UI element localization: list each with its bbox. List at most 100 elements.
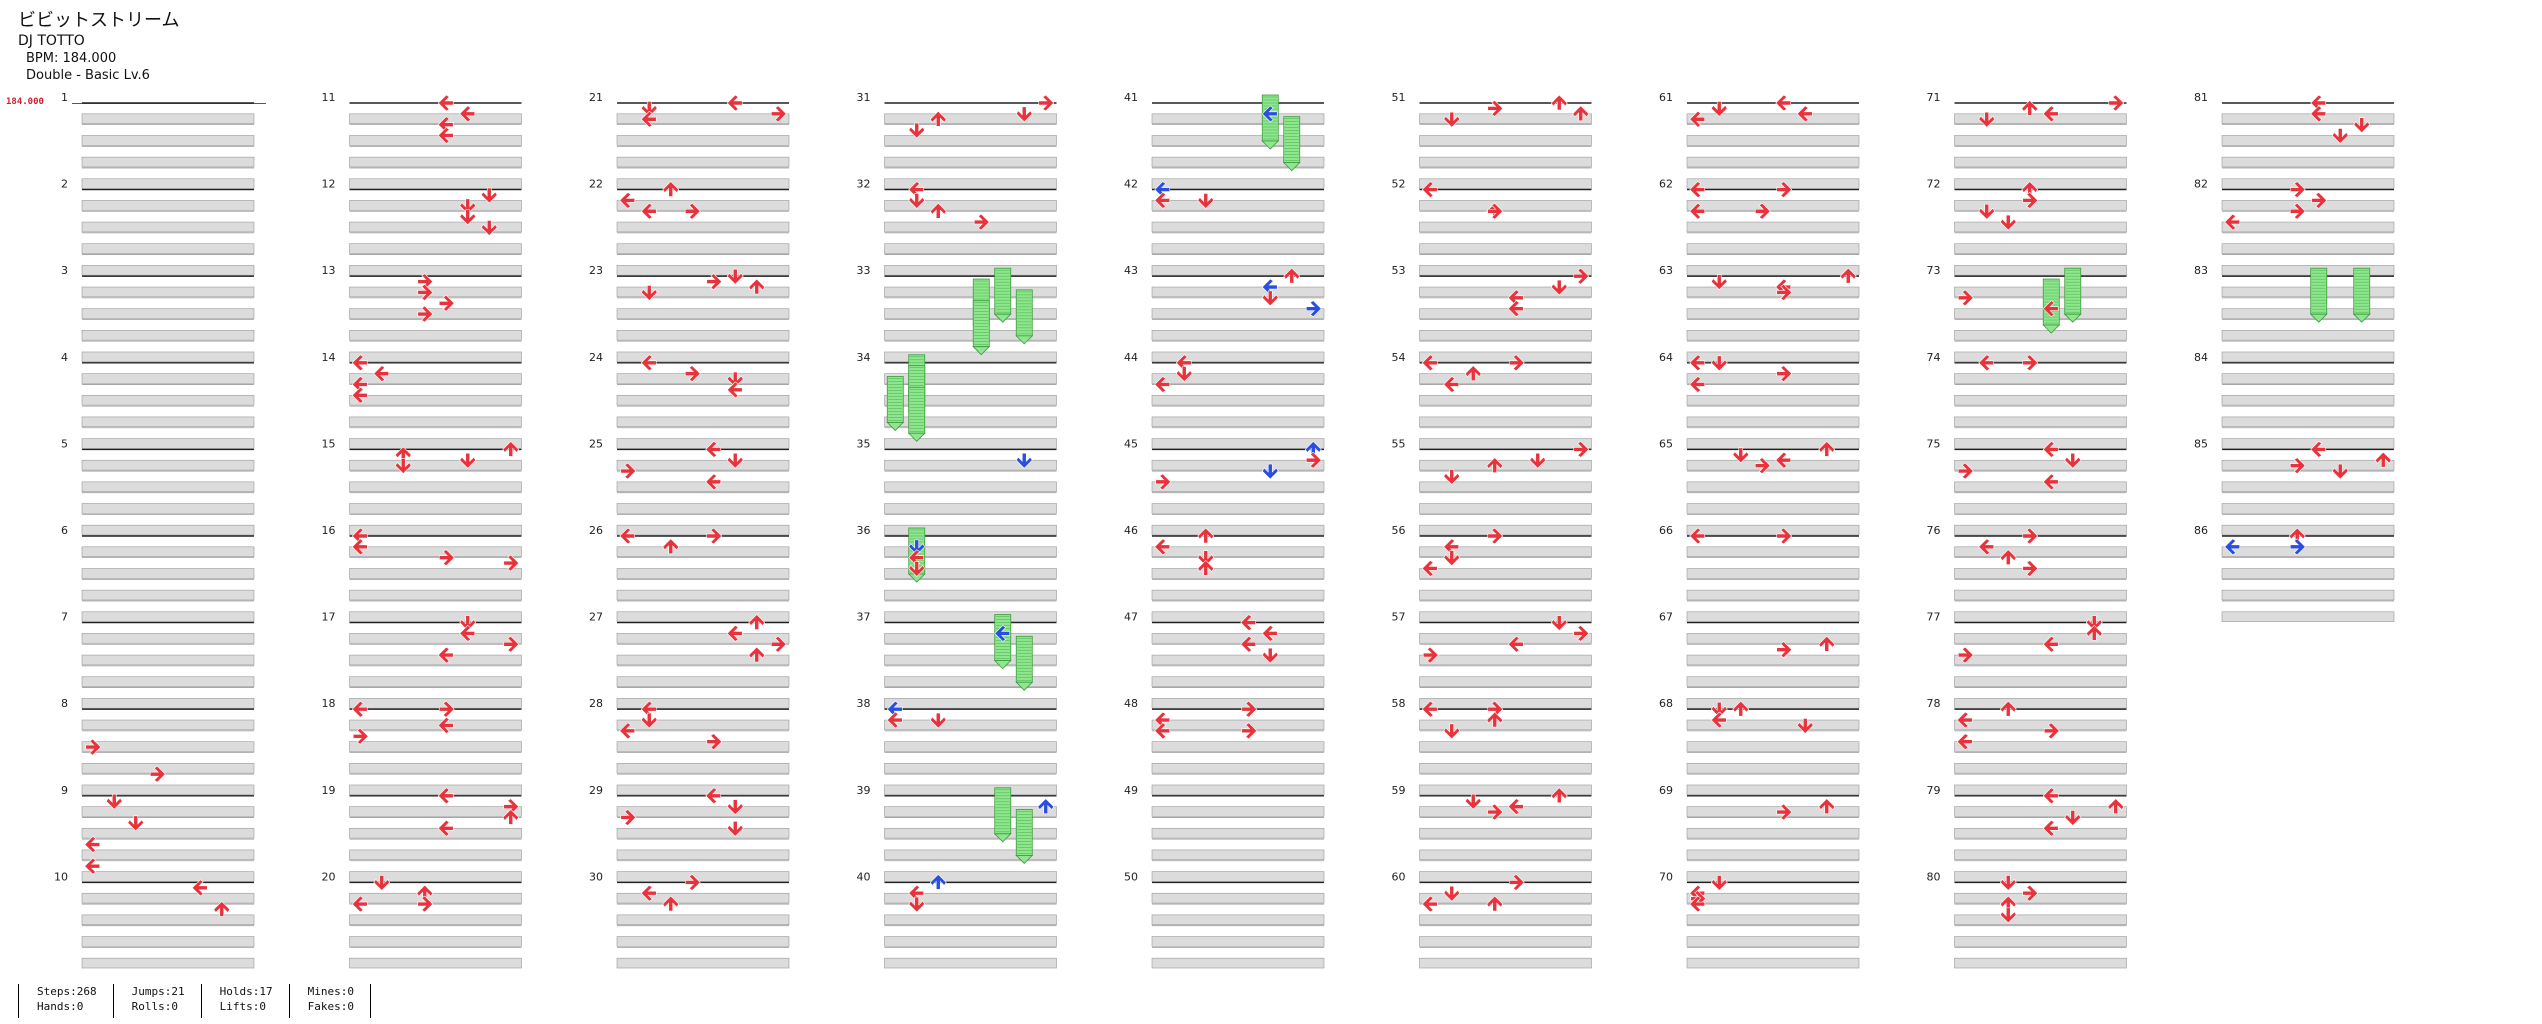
arrow-shape xyxy=(1732,447,1750,464)
measure: 4 xyxy=(61,351,255,449)
beat-band xyxy=(1151,936,1325,947)
arrow-shape xyxy=(351,376,368,393)
arrow-shape xyxy=(480,220,498,236)
arrow-left xyxy=(1443,538,1460,556)
measure: 67 xyxy=(1659,611,1860,709)
arrow-down xyxy=(1999,875,2017,891)
beat-band xyxy=(616,351,790,363)
arrow-left xyxy=(1261,625,1278,642)
arrow-shape xyxy=(1550,787,1568,804)
arrow-shape xyxy=(437,127,454,144)
beat-band xyxy=(349,633,522,644)
beat-band xyxy=(1686,351,1860,363)
arrow-shape xyxy=(1421,700,1438,718)
beat-band xyxy=(1686,806,1860,817)
arrow-shape xyxy=(929,712,947,729)
hold-note xyxy=(972,300,991,356)
arrow-shape xyxy=(706,273,723,290)
beat-band xyxy=(1419,589,1592,601)
measure: 42 xyxy=(1124,178,1325,276)
arrow-up xyxy=(929,110,947,127)
arrow-down xyxy=(908,896,926,913)
beat-band xyxy=(81,676,255,687)
stat-holds: Holds:17 xyxy=(219,985,273,998)
measure-number: 17 xyxy=(322,611,336,624)
arrow-shape xyxy=(1422,646,1439,664)
measure: 30 xyxy=(589,870,790,969)
arrow-right xyxy=(1487,100,1504,117)
beat-band xyxy=(1954,286,2127,298)
arrow-up xyxy=(502,440,520,457)
beat-band xyxy=(616,416,790,428)
beat-band xyxy=(616,849,790,861)
stat-jumps: Jumps:21 xyxy=(131,985,185,998)
measure-number: 35 xyxy=(857,437,871,450)
arrow-down xyxy=(726,452,744,469)
beat-band xyxy=(349,827,522,839)
arrow-left xyxy=(84,857,101,875)
beat-band xyxy=(1419,957,1592,969)
beat-band xyxy=(1954,676,2127,687)
measure-number: 45 xyxy=(1124,437,1138,450)
arrow-shape xyxy=(1507,798,1524,816)
measure-number: 20 xyxy=(322,870,336,883)
arrow-shape xyxy=(373,365,390,383)
beat-band xyxy=(1151,330,1325,341)
beat-band xyxy=(2221,330,2395,341)
measure-number: 54 xyxy=(1392,351,1406,364)
beat-band xyxy=(1686,178,1860,189)
arrow-shape xyxy=(1999,549,2017,565)
arrow-right xyxy=(417,895,434,913)
measure: 50 xyxy=(1124,870,1325,969)
measure: 10 xyxy=(54,870,255,969)
arrow-down xyxy=(2064,810,2082,826)
beat-band xyxy=(1954,957,2127,969)
arrow-shape xyxy=(1550,615,1568,632)
measure-number: 53 xyxy=(1392,264,1406,277)
beat-band xyxy=(1151,178,1325,189)
beat-band xyxy=(1419,914,1592,925)
arrow-left xyxy=(1507,300,1524,318)
beat-band xyxy=(349,113,522,124)
arrow-shape xyxy=(1689,376,1706,393)
measure: 69 xyxy=(1659,784,1860,882)
beat-band xyxy=(616,135,790,146)
beat-band xyxy=(1686,827,1860,839)
measure: 61 xyxy=(1659,91,1860,189)
beat-band xyxy=(1686,654,1860,666)
arrow-shape xyxy=(640,101,658,117)
arrow-right xyxy=(770,105,787,123)
arrow-shape xyxy=(1487,202,1504,220)
beat-band xyxy=(884,221,1057,233)
beat-band xyxy=(349,459,522,471)
beat-band xyxy=(349,546,522,557)
beat-band xyxy=(884,503,1057,514)
measure: 16 xyxy=(322,524,522,622)
arrow-right xyxy=(1422,646,1439,664)
hold-tail xyxy=(1282,162,1301,172)
hold-tail xyxy=(886,422,905,432)
measure-number: 77 xyxy=(1927,611,1941,624)
stat-group-steps: Steps:268 Hands:0 xyxy=(18,984,113,1018)
measure: 21 xyxy=(589,91,790,189)
measure: 68 xyxy=(1659,697,1860,796)
arrow-shape xyxy=(416,884,434,901)
arrow-shape xyxy=(1421,354,1438,372)
arrow-shape xyxy=(1154,722,1171,740)
arrow-left xyxy=(437,717,454,734)
beat-band xyxy=(616,221,790,233)
arrow-shape xyxy=(662,895,680,912)
arrow-shape xyxy=(1775,94,1792,112)
arrow-shape xyxy=(1710,101,1728,117)
arrow-shape xyxy=(351,895,368,913)
hold-tail xyxy=(993,660,1012,670)
arrow-right xyxy=(1573,625,1590,642)
arrow-down xyxy=(459,198,477,215)
beat-band xyxy=(2221,351,2395,363)
beat-band xyxy=(1151,524,1325,536)
arrow-shape xyxy=(619,192,636,209)
beat-band xyxy=(884,200,1057,211)
beat-band xyxy=(1686,784,1860,796)
beat-band xyxy=(81,135,255,146)
beat-band xyxy=(1686,589,1860,601)
